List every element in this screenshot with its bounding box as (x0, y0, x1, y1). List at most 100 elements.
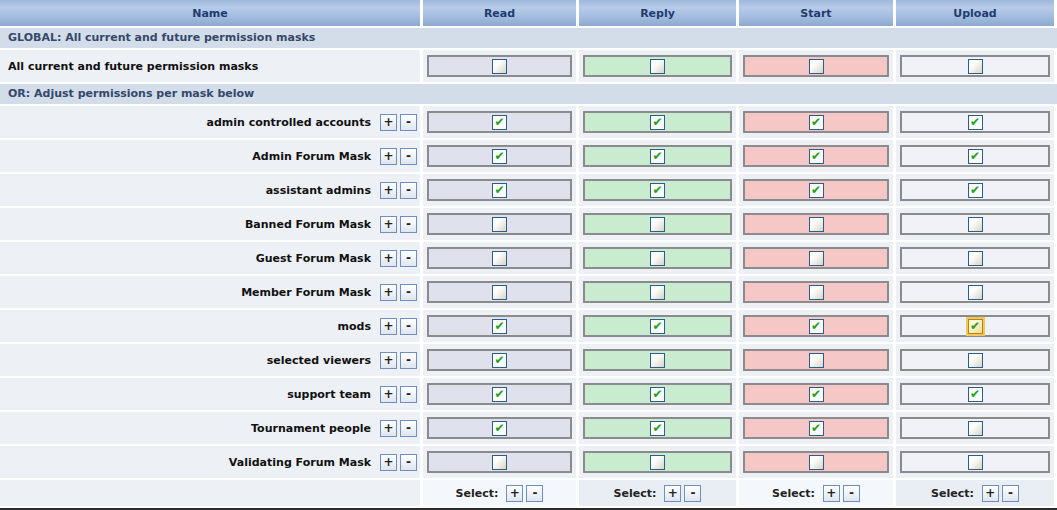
row-minus-button[interactable]: - (400, 454, 417, 471)
row-plus-button[interactable]: + (380, 454, 397, 471)
mask-row: support team + - ✔ ✔ ✔ ✔ (0, 378, 1057, 410)
reply-checkbox[interactable]: ✔ (650, 387, 665, 402)
upload-checkbox[interactable]: ✔ (968, 319, 983, 334)
row-plus-button[interactable]: + (380, 182, 397, 199)
read-cell (423, 208, 576, 240)
reply-checkbox[interactable] (650, 251, 665, 266)
reply-checkbox[interactable]: ✔ (650, 149, 665, 164)
read-cell (423, 242, 576, 274)
column-header-name: Name (0, 0, 420, 26)
select-all-upload-button[interactable]: + (982, 485, 999, 502)
read-checkbox[interactable]: ✔ (492, 183, 507, 198)
read-checkbox[interactable]: ✔ (492, 421, 507, 436)
read-well (427, 55, 572, 77)
select-none-upload-button[interactable]: - (1002, 485, 1019, 502)
mask-row: Member Forum Mask + - (0, 276, 1057, 308)
start-checkbox[interactable]: ✔ (809, 421, 824, 436)
row-minus-button[interactable]: - (400, 216, 417, 233)
upload-checkbox[interactable] (968, 285, 983, 300)
row-minus-button[interactable]: - (400, 420, 417, 437)
start-checkbox[interactable]: ✔ (809, 183, 824, 198)
select-none-read-button[interactable]: - (526, 485, 543, 502)
read-checkbox[interactable]: ✔ (492, 387, 507, 402)
row-plus-button[interactable]: + (380, 420, 397, 437)
row-minus-button[interactable]: - (400, 250, 417, 267)
row-minus-button[interactable]: - (400, 284, 417, 301)
upload-checkbox[interactable] (968, 421, 983, 436)
read-checkbox[interactable]: ✔ (492, 149, 507, 164)
column-header-upload: Upload (896, 0, 1054, 26)
upload-checkbox[interactable]: ✔ (968, 183, 983, 198)
upload-cell (896, 50, 1054, 82)
row-plus-button[interactable]: + (380, 250, 397, 267)
start-checkbox[interactable] (809, 59, 824, 74)
table-header-row: Name Read Reply Start Upload (0, 0, 1057, 26)
reply-checkbox[interactable]: ✔ (650, 115, 665, 130)
upload-checkbox[interactable]: ✔ (968, 387, 983, 402)
upload-checkbox[interactable] (968, 59, 983, 74)
start-checkbox[interactable] (809, 251, 824, 266)
upload-checkbox[interactable] (968, 455, 983, 470)
mask-row: All current and future permission masks (0, 50, 1057, 82)
start-checkbox[interactable] (809, 285, 824, 300)
row-minus-button[interactable]: - (400, 352, 417, 369)
start-checkbox[interactable]: ✔ (809, 115, 824, 130)
start-checkbox[interactable] (809, 217, 824, 232)
read-checkbox[interactable] (492, 455, 507, 470)
read-checkbox[interactable]: ✔ (492, 353, 507, 368)
select-none-reply-button[interactable]: - (684, 485, 701, 502)
read-checkbox[interactable]: ✔ (492, 115, 507, 130)
select-all-read-button[interactable]: + (506, 485, 523, 502)
select-none-start-button[interactable]: - (843, 485, 860, 502)
read-checkbox[interactable] (492, 59, 507, 74)
row-minus-button[interactable]: - (400, 386, 417, 403)
mask-name: Member Forum Mask (241, 286, 371, 299)
reply-checkbox[interactable]: ✔ (650, 183, 665, 198)
row-plus-button[interactable]: + (380, 284, 397, 301)
upload-checkbox[interactable]: ✔ (968, 115, 983, 130)
select-all-start-button[interactable]: + (823, 485, 840, 502)
reply-checkbox[interactable] (650, 285, 665, 300)
footer-select-reply: Select: + - (579, 480, 736, 506)
row-minus-button[interactable]: - (400, 148, 417, 165)
upload-checkbox[interactable] (968, 251, 983, 266)
upload-checkbox[interactable] (968, 217, 983, 232)
reply-checkbox[interactable] (650, 455, 665, 470)
read-well: ✔ (427, 111, 572, 133)
reply-checkbox[interactable]: ✔ (650, 319, 665, 334)
reply-checkbox[interactable] (650, 217, 665, 232)
read-checkbox[interactable] (492, 217, 507, 232)
read-cell: ✔ (423, 140, 576, 172)
start-checkbox[interactable]: ✔ (809, 149, 824, 164)
start-checkbox[interactable] (809, 353, 824, 368)
upload-checkbox[interactable] (968, 353, 983, 368)
read-checkbox[interactable] (492, 251, 507, 266)
start-cell: ✔ (739, 106, 893, 138)
row-plus-button[interactable]: + (380, 148, 397, 165)
row-plus-button[interactable]: + (380, 386, 397, 403)
start-checkbox[interactable] (809, 455, 824, 470)
reply-cell: ✔ (579, 174, 736, 206)
select-all-reply-button[interactable]: + (664, 485, 681, 502)
upload-checkbox[interactable]: ✔ (968, 149, 983, 164)
reply-checkbox[interactable] (650, 353, 665, 368)
reply-checkbox[interactable]: ✔ (650, 421, 665, 436)
mask-name-cell: Member Forum Mask + - (0, 276, 420, 308)
row-minus-button[interactable]: - (400, 182, 417, 199)
start-checkbox[interactable]: ✔ (809, 319, 824, 334)
start-well (743, 349, 889, 371)
read-checkbox[interactable] (492, 285, 507, 300)
row-plus-button[interactable]: + (380, 114, 397, 131)
reply-well (583, 247, 732, 269)
row-minus-button[interactable]: - (400, 318, 417, 335)
reply-checkbox[interactable] (650, 59, 665, 74)
upload-cell: ✔ (896, 140, 1054, 172)
row-plus-button[interactable]: + (380, 318, 397, 335)
row-minus-button[interactable]: - (400, 114, 417, 131)
start-cell: ✔ (739, 140, 893, 172)
mask-name-cell: Guest Forum Mask + - (0, 242, 420, 274)
start-checkbox[interactable]: ✔ (809, 387, 824, 402)
read-checkbox[interactable]: ✔ (492, 319, 507, 334)
row-plus-button[interactable]: + (380, 352, 397, 369)
row-plus-button[interactable]: + (380, 216, 397, 233)
